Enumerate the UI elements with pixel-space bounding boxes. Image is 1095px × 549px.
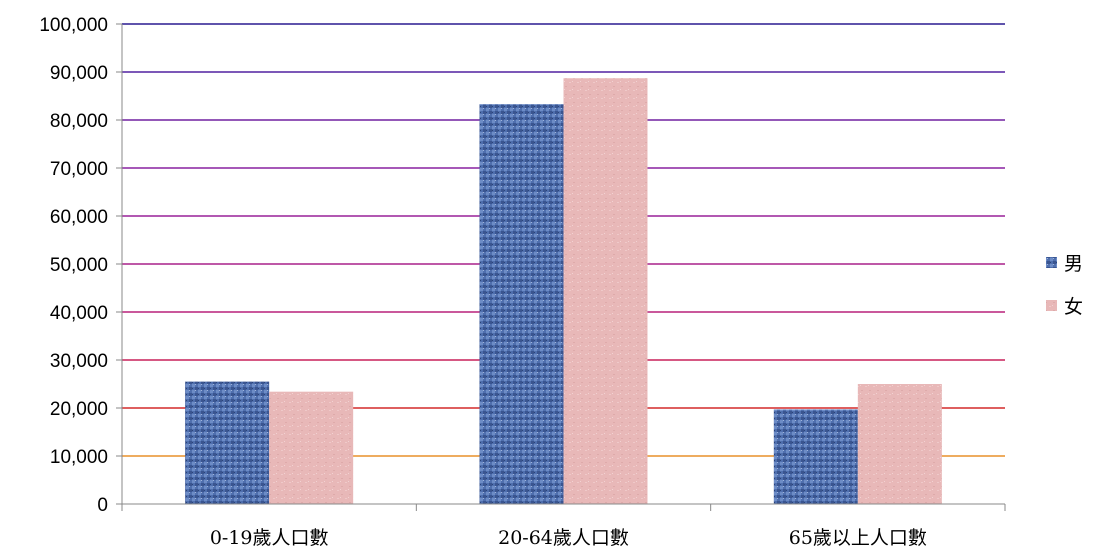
y-tick-label: 30,000	[50, 351, 108, 372]
bar-female	[269, 391, 354, 504]
x-tick-label: 20-64歲人口數	[498, 527, 629, 549]
y-tick-label: 20,000	[50, 399, 108, 420]
y-tick-label: 70,000	[50, 159, 108, 180]
bar-male	[773, 409, 858, 504]
bars	[185, 78, 942, 505]
y-tick-label: 40,000	[50, 303, 108, 324]
x-axis-ticks: 0-19歲人口數 20-64歲人口數 65歲以上人口數	[121, 504, 1006, 549]
y-tick-label: 80,000	[50, 111, 108, 132]
legend-swatch-male	[1046, 257, 1057, 268]
y-axis-ticks: 0 10,000 20,000 30,000 40,000 50,000 60,000 70,…	[39, 15, 122, 516]
x-tick-label: 65歲以上人口數	[789, 527, 927, 549]
bar-male	[479, 104, 564, 504]
y-tick-label: 0	[97, 495, 108, 516]
y-tick-label: 50,000	[50, 255, 108, 276]
y-tick-label: 60,000	[50, 207, 108, 228]
legend-label-male: 男	[1064, 253, 1083, 275]
legend-label-female: 女	[1064, 296, 1083, 318]
legend-swatch-female	[1046, 300, 1057, 311]
x-tick-label: 0-19歲人口數	[210, 527, 329, 549]
y-tick-label: 100,000	[39, 15, 108, 36]
legend: 男女	[1046, 253, 1083, 318]
bar-female	[857, 384, 942, 504]
y-tick-label: 90,000	[50, 63, 108, 84]
bar-female	[563, 78, 648, 505]
y-tick-label: 10,000	[50, 447, 108, 468]
bar-male	[185, 381, 270, 504]
